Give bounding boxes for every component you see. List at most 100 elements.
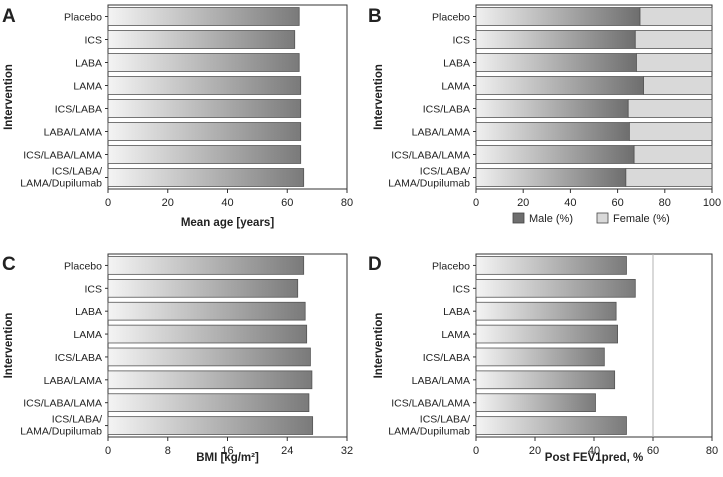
category-label: ICS/LABA/LAMA/Dupilumab — [20, 166, 102, 190]
bar-laba — [107, 53, 300, 72]
bar-ics-laba — [107, 347, 311, 367]
category-label: LABA — [75, 306, 102, 318]
category-label: LABA — [443, 306, 470, 318]
category-label: ICS/LABA — [423, 104, 470, 116]
bar-placebo — [107, 256, 305, 275]
x-tick-label: 20 — [162, 197, 174, 209]
bar-ics-female — [634, 30, 713, 49]
bar-ics-laba-lama — [107, 145, 302, 164]
bar-ics-laba-lama-dupilumab-male — [475, 168, 627, 187]
panel-b: B Placebo ICS LABA LAMA ICS/LABA LABA/LAMA ICS/… — [368, 4, 721, 225]
category-label: ICS — [452, 283, 470, 295]
category-label: Placebo — [432, 260, 470, 272]
bar-lama — [107, 76, 302, 95]
x-tick-label: 32 — [341, 445, 353, 457]
category-label: ICS/LABA/LAMA — [391, 150, 470, 162]
legend-swatch-male — [512, 212, 525, 224]
bar-laba-lama — [475, 370, 616, 390]
bar-ics-laba-lama-female — [633, 145, 713, 164]
bar-lama — [107, 324, 308, 344]
x-tick-label: 40 — [588, 445, 600, 457]
x-tick-label: 40 — [221, 197, 233, 209]
category-label: LAMA — [73, 329, 102, 341]
category-label: LABA — [443, 58, 470, 70]
bar-laba-female — [636, 53, 713, 72]
panel-letter: B — [368, 6, 382, 27]
category-label: LABA/LAMA — [44, 375, 102, 387]
x-tick-label: 0 — [105, 445, 111, 457]
category-label: ICS/LABA — [55, 104, 102, 116]
bar-placebo-female — [639, 7, 713, 26]
legend-label: Female (%) — [613, 213, 670, 225]
bar-ics-laba — [107, 99, 302, 118]
category-label: ICS/LABA/LAMA/Dupilumab — [388, 166, 470, 190]
category-label: ICS — [452, 35, 470, 47]
x-tick-label: 0 — [473, 445, 479, 457]
x-tick-label: 80 — [659, 197, 671, 209]
category-label: LABA/LAMA — [412, 375, 470, 387]
bar-placebo — [107, 7, 300, 26]
x-tick-label: 80 — [706, 445, 718, 457]
bar-ics-laba — [475, 347, 605, 367]
x-tick-label: 16 — [221, 445, 233, 457]
bar-ics-laba-female — [627, 99, 713, 118]
x-tick-label: 8 — [165, 445, 171, 457]
x-tick-label: 60 — [281, 197, 293, 209]
bar-lama — [475, 324, 619, 344]
category-label: ICS/LABA/LAMA — [23, 398, 102, 410]
panel-letter: C — [2, 254, 16, 275]
category-label: LABA/LAMA — [412, 127, 470, 139]
category-label: LAMA — [73, 81, 102, 93]
bar-ics-laba-lama — [475, 393, 596, 413]
x-tick-label: 60 — [611, 197, 623, 209]
bar-ics — [475, 278, 636, 298]
bar-laba — [107, 301, 306, 321]
legend-swatch-female — [596, 212, 609, 224]
bar-ics-laba-lama-male — [475, 145, 635, 164]
y-axis-label: Intervention — [3, 313, 15, 379]
x-tick-label: 0 — [105, 197, 111, 209]
category-label: ICS/LABA/LAMA/Dupilumab — [388, 414, 470, 438]
panel-d: D Placebo ICS LABA LAMA ICS/LABA LABA/LAMA ICS/… — [368, 253, 718, 464]
category-label: LAMA — [441, 81, 470, 93]
bar-laba-lama-male — [475, 122, 630, 141]
bar-laba — [475, 301, 617, 321]
bar-ics-laba-lama-dupilumab-female — [625, 168, 713, 187]
category-label: LAMA — [441, 329, 470, 341]
plot-frame — [475, 4, 713, 190]
bar-laba-lama — [107, 122, 302, 141]
x-axis-label: Mean age [years] — [181, 217, 274, 229]
x-tick-label: 80 — [341, 197, 353, 209]
panel-a: A Placebo ICS LABA LAMA ICS/LABA LABA/LAMA ICS/… — [2, 4, 353, 229]
x-tick-label: 0 — [473, 197, 479, 209]
legend-label: Male (%) — [529, 213, 573, 225]
bar-ics-laba-lama — [107, 393, 310, 413]
bar-ics-laba-lama-dupilumab — [107, 416, 314, 435]
category-label: ICS/LABA — [423, 352, 470, 364]
bar-ics-laba-lama-dupilumab — [107, 168, 305, 187]
bar-placebo-male — [475, 7, 641, 26]
x-axis-label: BMI [kg/m²] — [196, 452, 259, 464]
x-tick-label: 40 — [564, 197, 576, 209]
category-label: ICS/LABA/LAMA/Dupilumab — [20, 414, 102, 438]
legend: Male (%) Female (%) — [512, 212, 670, 225]
category-label: ICS — [84, 35, 102, 47]
category-label: LABA — [75, 58, 102, 70]
x-axis-label: Post FEV1pred, % — [545, 452, 643, 464]
panel-letter: A — [2, 6, 16, 27]
panel-letter: D — [368, 254, 382, 275]
bar-laba-male — [475, 53, 637, 72]
category-label: ICS — [84, 283, 102, 295]
x-tick-label: 20 — [517, 197, 529, 209]
x-tick-label: 20 — [529, 445, 541, 457]
bar-placebo — [475, 256, 627, 275]
x-tick-label: 100 — [703, 197, 721, 209]
category-label: Placebo — [64, 12, 102, 24]
category-label: Placebo — [432, 12, 470, 24]
x-tick-label: 24 — [281, 445, 293, 457]
y-axis-label: Intervention — [3, 64, 15, 130]
y-axis-label: Intervention — [373, 313, 385, 379]
y-axis-label: Intervention — [373, 64, 385, 130]
bar-ics — [107, 278, 299, 298]
